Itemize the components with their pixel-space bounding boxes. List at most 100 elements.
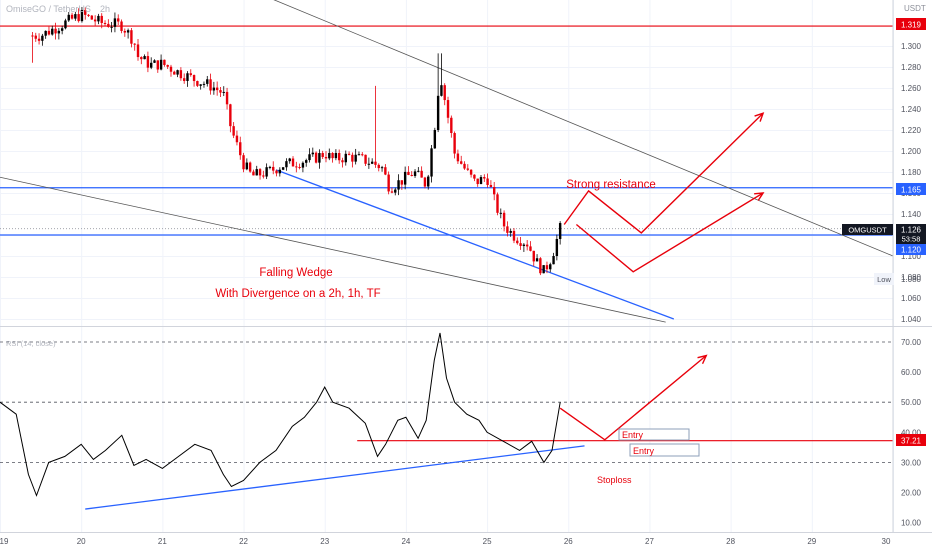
- candle-body: [400, 180, 404, 185]
- candle-body: [103, 22, 107, 24]
- timeframe-label: 2h: [100, 4, 110, 14]
- candle-body: [117, 18, 120, 22]
- candle-body: [344, 153, 347, 163]
- candle-body: [453, 133, 456, 154]
- entry-label-2: Entry: [633, 446, 655, 456]
- resistance-annotation: Strong resistance: [566, 179, 656, 191]
- candle-body: [318, 153, 321, 163]
- candle-body: [143, 56, 146, 60]
- price-tick-label: 1.180: [901, 168, 922, 177]
- price-tick-label: 1.060: [901, 294, 922, 303]
- candle-body: [311, 152, 315, 155]
- projection-arrow-upper: [563, 112, 764, 234]
- candle-body: [341, 160, 344, 163]
- badge-resistance: [896, 183, 926, 195]
- rsi-axis-ticks: 70.00 60.00 50.00 40.00 30.00 20.00 10.00: [901, 338, 922, 528]
- candle-body: [542, 265, 545, 274]
- candle-body: [380, 167, 384, 169]
- candle-body: [196, 81, 199, 86]
- candle-body: [509, 230, 512, 233]
- price-tick-label: 1.080: [901, 273, 922, 282]
- candle-body: [268, 166, 272, 168]
- low-label-box: [874, 273, 894, 285]
- candle-body: [473, 174, 476, 179]
- rsi-tick-label: 10.00: [901, 519, 922, 528]
- candle-body: [107, 23, 110, 27]
- pattern-title: Falling Wedge: [259, 267, 332, 279]
- quote-currency: USDT: [904, 4, 926, 13]
- candle-body: [539, 258, 542, 274]
- candle-body: [123, 30, 127, 33]
- candle-body: [126, 30, 130, 33]
- candle-body: [60, 28, 64, 31]
- candle-body: [275, 170, 278, 174]
- candle-body: [502, 212, 506, 227]
- badge-support-text: 1.120: [901, 246, 922, 255]
- candle-body: [298, 166, 301, 168]
- candle-body: [156, 60, 159, 70]
- candle-body: [281, 167, 285, 170]
- rsi-projection-arrow: [559, 354, 707, 441]
- candle-body: [413, 171, 417, 176]
- candle-body: [410, 174, 413, 176]
- candle-body: [80, 9, 84, 22]
- candle-body: [516, 240, 519, 244]
- candle-body: [552, 256, 555, 265]
- candle-body: [301, 162, 305, 168]
- trendlines: [0, 0, 894, 510]
- low-value: 1.080: [901, 275, 922, 284]
- candle-body: [258, 169, 262, 176]
- badge-support: [896, 244, 926, 255]
- candle-body: [189, 73, 192, 76]
- candle-body: [288, 158, 291, 162]
- candle-body: [113, 18, 117, 27]
- candle-body: [84, 9, 87, 15]
- time-tick-label: 27: [645, 537, 654, 546]
- candle-body: [262, 175, 265, 177]
- candle-body: [397, 180, 400, 190]
- candle-body: [364, 154, 367, 164]
- price-tick-label: 1.260: [901, 84, 922, 93]
- candle-body: [407, 171, 410, 175]
- time-tick-label: 26: [564, 537, 573, 546]
- candle-body: [229, 104, 232, 127]
- badge-resistance-text: 1.165: [901, 186, 922, 195]
- candle-body: [278, 169, 282, 174]
- candle-body: [377, 164, 380, 169]
- candle-body: [222, 91, 225, 93]
- candle-body: [232, 126, 235, 136]
- time-tick-label: 20: [77, 537, 86, 546]
- candle-body: [44, 30, 47, 36]
- candle-body: [153, 60, 156, 63]
- badge-last-price: [896, 224, 926, 244]
- candle-body: [558, 223, 562, 239]
- candle-body: [265, 167, 268, 177]
- candle-body: [529, 246, 532, 251]
- stoploss-label: Stoploss: [597, 475, 632, 485]
- badge-top-level: [896, 18, 926, 30]
- price-levels: [0, 25, 893, 463]
- badge-rsi-level-text: 37.21: [901, 437, 922, 446]
- candle-body: [423, 177, 427, 187]
- price-tick-label: 1.040: [901, 315, 922, 324]
- candle-series: [31, 7, 562, 276]
- candle-body: [456, 153, 460, 162]
- candle-body: [130, 30, 133, 44]
- rsi-tick-label: 70.00: [901, 338, 922, 347]
- time-tick-label: 24: [401, 537, 410, 546]
- rsi-series: [0, 332, 561, 497]
- candle-body: [37, 38, 41, 41]
- candle-body: [420, 170, 423, 178]
- rsi-projection-arrow-head: [697, 354, 708, 365]
- candle-body: [252, 171, 255, 176]
- rsi-tick-label: 30.00: [901, 458, 922, 467]
- candle-body: [334, 152, 338, 159]
- candle-body: [555, 238, 559, 257]
- price-tick-label: 1.240: [901, 105, 922, 114]
- grid: [0, 0, 894, 532]
- rsi-tick-label: 40.00: [901, 428, 922, 437]
- rsi-tick-label: 50.00: [901, 398, 922, 407]
- low-label: Low: [877, 275, 891, 284]
